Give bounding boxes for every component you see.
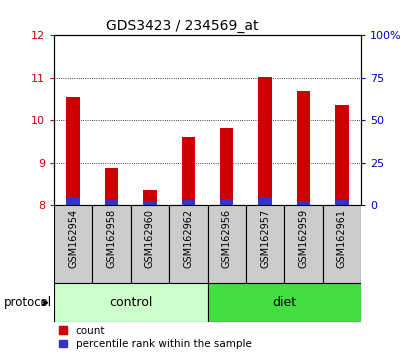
Bar: [143, 190, 156, 205]
Bar: [182, 200, 195, 205]
Bar: [208, 283, 361, 322]
Bar: [220, 199, 233, 205]
Bar: [105, 169, 118, 205]
Text: diet: diet: [272, 296, 296, 309]
Text: GSM162960: GSM162960: [145, 209, 155, 268]
Bar: [297, 91, 310, 205]
Bar: [66, 198, 80, 205]
Text: GSM162961: GSM162961: [337, 209, 347, 268]
Bar: [246, 205, 284, 283]
Bar: [335, 200, 349, 205]
Bar: [131, 205, 169, 283]
Bar: [220, 127, 233, 205]
Bar: [182, 137, 195, 205]
Bar: [259, 198, 272, 205]
Bar: [323, 205, 361, 283]
Text: GSM162962: GSM162962: [183, 209, 193, 268]
Text: GSM162957: GSM162957: [260, 209, 270, 268]
Bar: [54, 283, 208, 322]
Text: GSM162956: GSM162956: [222, 209, 232, 268]
Bar: [284, 205, 323, 283]
Bar: [208, 205, 246, 283]
Text: GSM162958: GSM162958: [107, 209, 117, 268]
Bar: [297, 201, 310, 205]
Bar: [259, 77, 272, 205]
Text: control: control: [109, 296, 152, 309]
Text: GSM162954: GSM162954: [68, 209, 78, 268]
Bar: [66, 97, 80, 205]
Text: GDS3423 / 234569_at: GDS3423 / 234569_at: [106, 19, 259, 34]
Bar: [93, 205, 131, 283]
Bar: [335, 105, 349, 205]
Text: protocol: protocol: [4, 296, 52, 309]
Text: GSM162959: GSM162959: [298, 209, 308, 268]
Bar: [169, 205, 208, 283]
Bar: [54, 205, 92, 283]
Bar: [143, 201, 156, 205]
Bar: [105, 200, 118, 205]
Legend: count, percentile rank within the sample: count, percentile rank within the sample: [59, 326, 252, 349]
